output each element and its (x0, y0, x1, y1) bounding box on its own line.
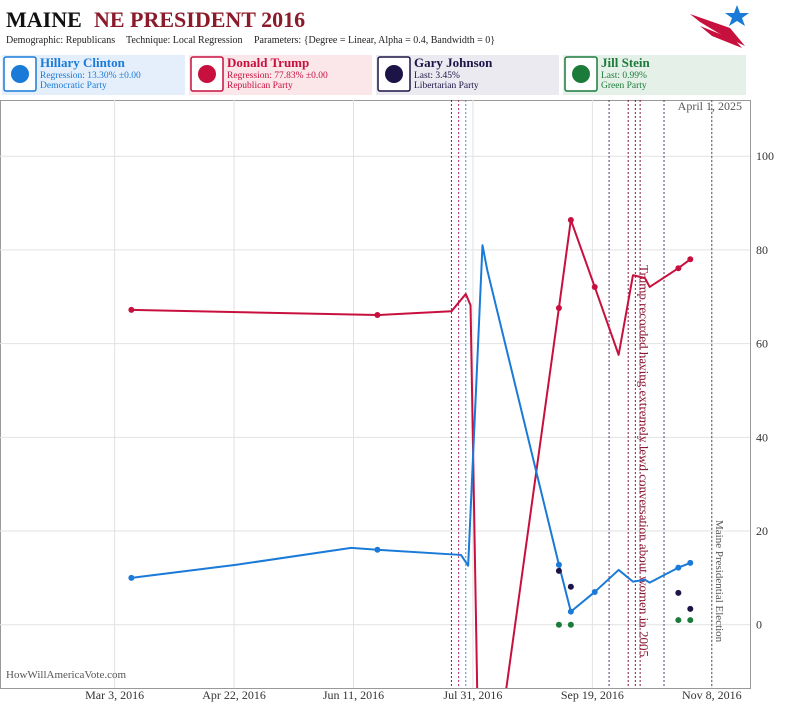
poll-dot (128, 306, 135, 313)
poll-dot (128, 574, 135, 581)
title: NE PRESIDENT 2016 (94, 7, 305, 32)
x-tick-label: Sep 19, 2016 (561, 688, 624, 702)
source: HowWillAmericaVote.com (6, 669, 126, 681)
poll-dot (555, 561, 562, 568)
series-line (131, 244, 691, 613)
poll-dot (591, 283, 598, 290)
poll-dot (591, 588, 598, 595)
x-tick-label: Nov 8, 2016 (682, 688, 742, 702)
series-line (131, 218, 691, 688)
legend-party: Libertarian Party (414, 81, 479, 91)
poll-dot (567, 608, 574, 615)
poll-dot (567, 216, 574, 223)
poll-dot (567, 621, 574, 628)
y-tick-label: 80 (756, 243, 768, 257)
legend-icon-mark (572, 65, 590, 83)
poll-dot (567, 583, 574, 590)
legend-party: Democratic Party (40, 81, 107, 91)
demographic: Demographic: Republicans (6, 35, 115, 46)
legend-icon-mark (198, 65, 216, 83)
poll-dot (555, 621, 562, 628)
y-tick-label: 40 (756, 430, 768, 444)
legend-name: Hillary Clinton (40, 55, 126, 70)
y-tick-label: 60 (756, 337, 768, 351)
poll-dot (675, 589, 682, 596)
poll-dot (374, 312, 381, 319)
poll-dot (675, 617, 682, 624)
y-tick-label: 20 (756, 524, 768, 538)
legend-party: Green Party (601, 81, 647, 91)
y-tick-label: 0 (756, 618, 762, 632)
logo (690, 5, 749, 48)
poll-dot (687, 256, 694, 263)
x-tick-label: Jul 31, 2016 (443, 688, 502, 702)
poll-dot (374, 546, 381, 553)
x-tick-label: Apr 22, 2016 (202, 688, 266, 702)
legend-icon-mark (385, 65, 403, 83)
x-tick-label: Jun 11, 2016 (323, 688, 384, 702)
legend-stat: Regression: 13.30% ±0.00 (40, 71, 141, 81)
poll-dot (687, 617, 694, 624)
legend-name: Gary Johnson (414, 55, 493, 70)
poll-dot (675, 564, 682, 571)
legend-party: Republican Party (227, 81, 293, 91)
poll-dot (555, 567, 562, 574)
legend-stat: Last: 3.45% (414, 71, 460, 81)
plot-frame (0, 100, 751, 689)
legend-name: Jill Stein (601, 55, 651, 70)
parameters: Parameters: {Degree = Linear, Alpha = 0.… (254, 35, 495, 46)
legend-stat: Last: 0.99% (601, 71, 647, 81)
poll-dot (687, 605, 694, 612)
x-tick-label: Mar 3, 2016 (85, 688, 144, 702)
event-label: Trump recorded having extremely lewd con… (636, 265, 651, 657)
poll-dot (555, 305, 562, 312)
event-label: Maine Presidential Election (713, 520, 725, 643)
date-note: April 1, 2025 (678, 99, 742, 113)
technique: Technique: Local Regression (126, 35, 242, 46)
legend-name: Donald Trump (227, 55, 309, 70)
legend-icon-mark (11, 65, 29, 83)
legend-stat: Regression: 77.83% ±0.00 (227, 71, 328, 81)
title-state: MAINE (6, 7, 82, 32)
y-tick-label: 100 (756, 149, 774, 163)
poll-dot (675, 265, 682, 272)
poll-dot (687, 559, 694, 566)
